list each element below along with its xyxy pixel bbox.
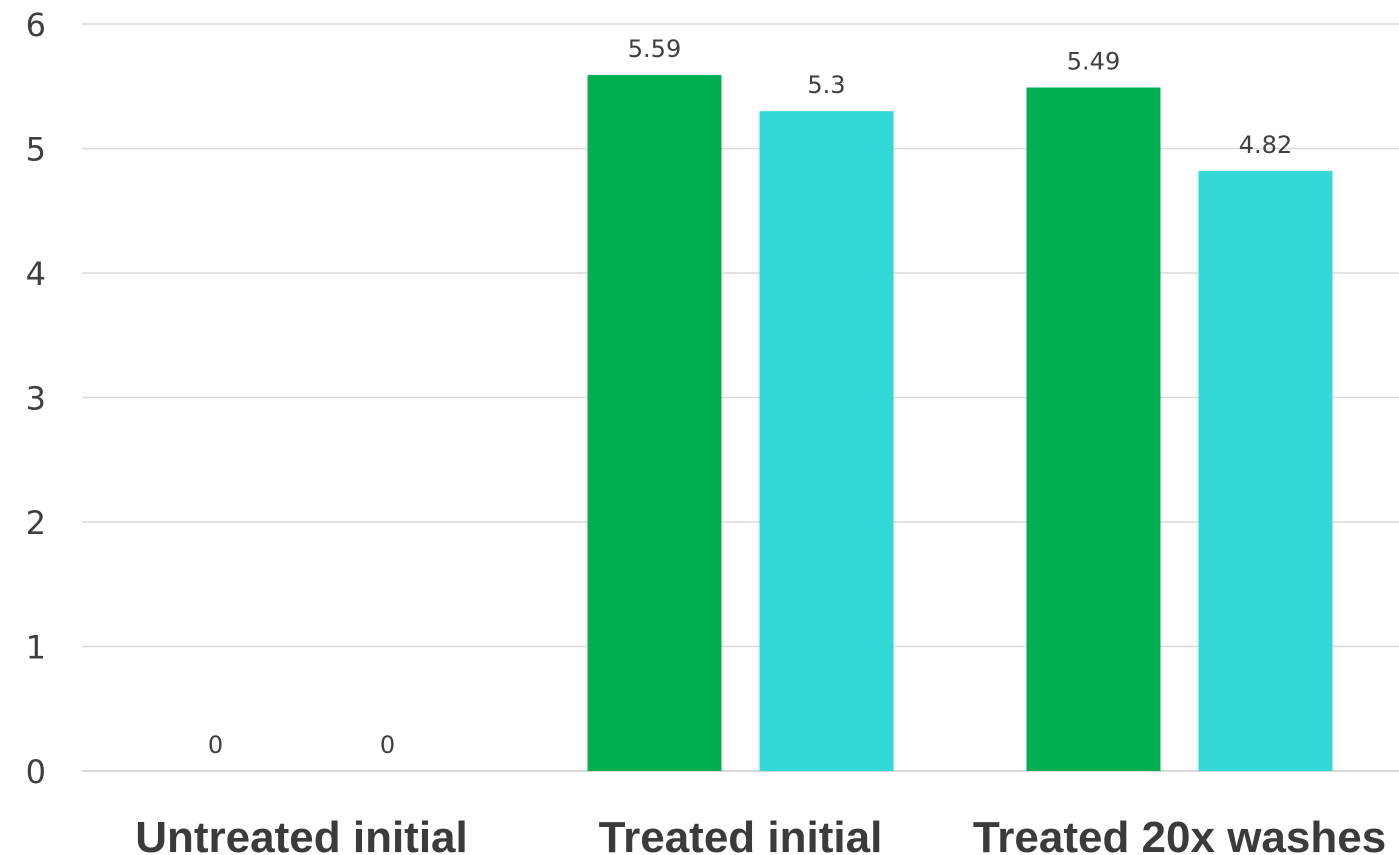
data-label: 5.49 — [1067, 47, 1120, 75]
x-tick-label: Treated initial — [599, 813, 883, 855]
y-tick-label: 4 — [26, 255, 46, 293]
y-tick-label: 2 — [26, 504, 46, 542]
data-label: 5.3 — [807, 71, 845, 99]
y-tick-label: 5 — [26, 131, 46, 169]
x-tick-label: Treated 20x washes — [973, 813, 1386, 855]
bar — [1198, 170, 1333, 771]
data-labels: 0 0 5.59 5.3 5.49 4.82 — [208, 35, 1292, 759]
bar — [587, 75, 722, 772]
y-tick-label: 3 — [26, 380, 46, 418]
bar — [1026, 87, 1161, 772]
y-axis-ticks: 0 1 2 3 4 5 6 — [26, 6, 46, 791]
x-axis-ticks: Untreated initial Treated initial Treated … — [135, 813, 1386, 855]
y-tick-label: 1 — [26, 629, 46, 667]
data-label: 4.82 — [1239, 131, 1292, 159]
y-tick-label: 0 — [26, 753, 46, 791]
y-tick-label: 6 — [26, 6, 46, 44]
bars — [587, 75, 1333, 772]
data-label: 5.59 — [628, 35, 681, 63]
data-label: 0 — [380, 731, 395, 759]
data-label: 0 — [208, 731, 223, 759]
bar — [759, 111, 894, 771]
x-tick-label: Untreated initial — [135, 813, 468, 855]
gridlines — [82, 23, 1399, 772]
